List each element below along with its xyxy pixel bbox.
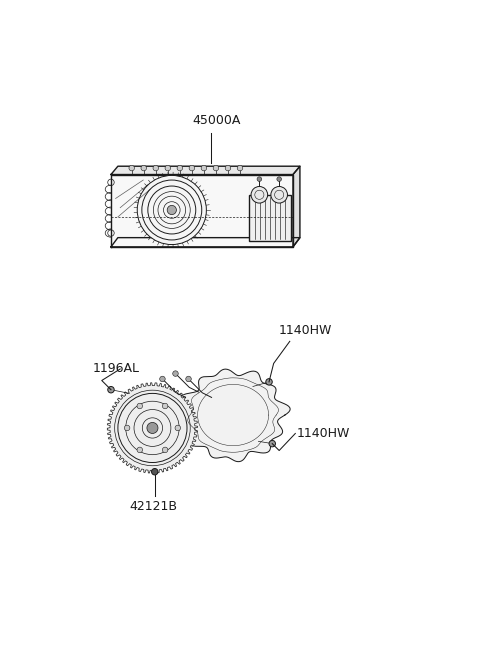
Circle shape: [147, 422, 158, 434]
Circle shape: [257, 177, 262, 181]
Circle shape: [152, 468, 158, 475]
Circle shape: [269, 440, 276, 447]
Circle shape: [251, 187, 268, 203]
Polygon shape: [293, 166, 300, 247]
Bar: [249, 195, 291, 241]
Circle shape: [213, 165, 219, 171]
Circle shape: [153, 165, 158, 171]
Circle shape: [129, 165, 134, 171]
Circle shape: [124, 425, 130, 431]
Circle shape: [201, 165, 207, 171]
Text: 1196AL: 1196AL: [93, 362, 140, 375]
Text: 1140HW: 1140HW: [296, 427, 349, 440]
Polygon shape: [108, 383, 198, 473]
Polygon shape: [111, 238, 300, 247]
Circle shape: [177, 165, 182, 171]
Circle shape: [186, 376, 192, 382]
Text: 45000A: 45000A: [193, 114, 241, 127]
Circle shape: [237, 165, 243, 171]
Circle shape: [225, 165, 231, 171]
Circle shape: [271, 187, 288, 203]
Circle shape: [173, 371, 178, 377]
Polygon shape: [180, 369, 290, 462]
Circle shape: [160, 376, 165, 382]
Circle shape: [137, 447, 143, 453]
Circle shape: [266, 379, 272, 385]
Circle shape: [108, 386, 114, 393]
Circle shape: [137, 403, 143, 409]
Circle shape: [162, 447, 168, 453]
Circle shape: [162, 403, 168, 409]
Circle shape: [137, 176, 206, 244]
Polygon shape: [111, 166, 300, 174]
Polygon shape: [111, 174, 293, 247]
Circle shape: [175, 425, 180, 431]
Text: 1140HW: 1140HW: [278, 324, 332, 337]
Circle shape: [167, 206, 177, 215]
Text: 42121B: 42121B: [130, 500, 178, 514]
Circle shape: [277, 177, 281, 181]
Circle shape: [189, 165, 194, 171]
Circle shape: [165, 165, 170, 171]
Circle shape: [141, 165, 146, 171]
